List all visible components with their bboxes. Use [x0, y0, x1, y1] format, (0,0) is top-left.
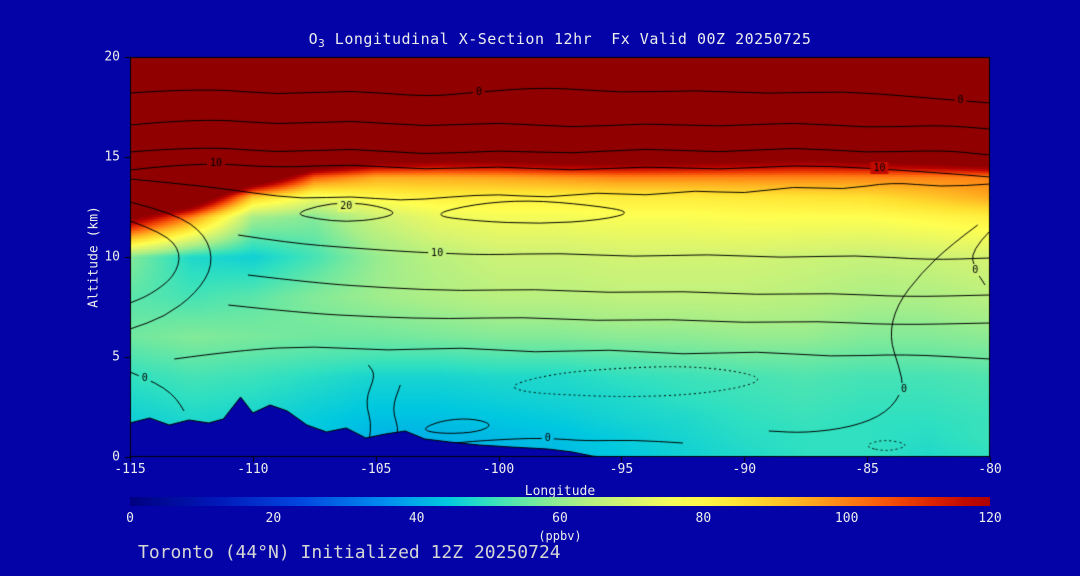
title-species-subscript: 3 [318, 37, 326, 50]
y-tick-label: 10 [104, 249, 120, 265]
cross-section-plot [120, 47, 1000, 467]
y-tick-label: 20 [104, 49, 120, 65]
colorbar-tick-label: 40 [408, 511, 425, 526]
x-tick-label: -90 [732, 462, 757, 477]
x-tick-label: -105 [360, 462, 392, 477]
colorbar-tick-label: 60 [552, 511, 568, 526]
x-tick-label: -100 [482, 462, 515, 477]
colorbar-tick-label: 80 [695, 511, 712, 526]
y-tick-label: 15 [104, 149, 120, 165]
y-tick-label: 5 [112, 349, 120, 365]
x-tick-label: -110 [237, 462, 269, 477]
colorbar-units-label: (ppbv) [538, 529, 582, 543]
colorbar-tick-label: 20 [265, 511, 282, 526]
x-tick-label: -80 [978, 462, 1002, 477]
x-tick-label: -115 [114, 462, 146, 477]
x-tick-label: -85 [855, 462, 879, 477]
x-tick-label: -95 [609, 462, 634, 477]
run-info-text: Toronto (44°N) Initialized 12Z 20250724 [138, 542, 561, 563]
colorbar-tick-label: 120 [978, 511, 1002, 526]
colorbar-tick-label: 100 [834, 511, 859, 526]
colorbar-tick-label: 0 [126, 511, 134, 526]
colorbar [130, 497, 990, 506]
y-tick-label: 0 [112, 449, 120, 465]
title-species: O [308, 30, 319, 48]
title-text: Longitudinal X-Section 12hr Fx Valid 00Z… [325, 30, 812, 48]
page-title: O3 Longitudinal X-Section 12hr Fx Valid … [110, 30, 1010, 50]
x-axis-label: Longitude [524, 484, 596, 499]
